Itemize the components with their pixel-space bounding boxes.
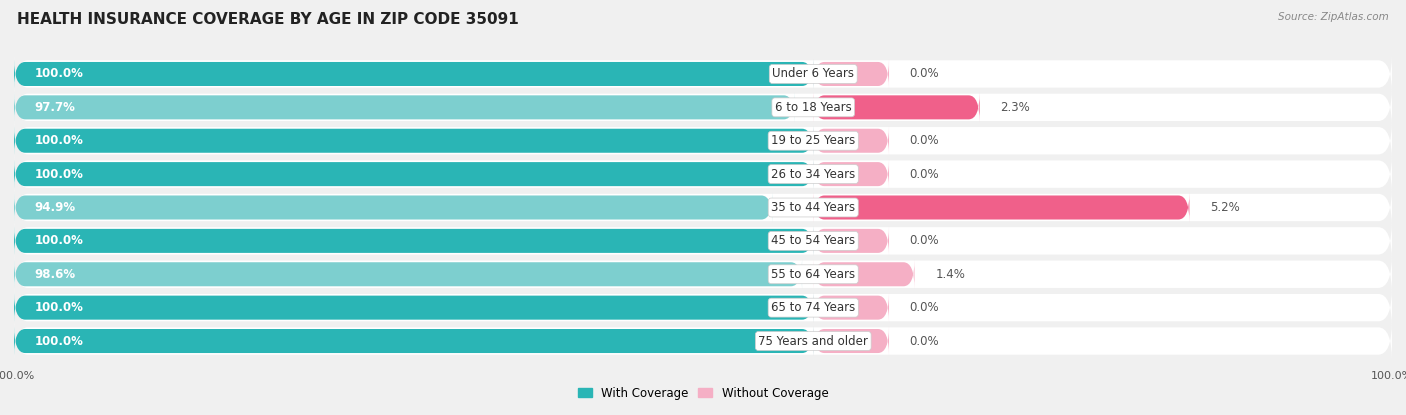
Text: 1.4%: 1.4%: [935, 268, 965, 281]
Text: 0.0%: 0.0%: [910, 134, 939, 147]
FancyBboxPatch shape: [14, 126, 813, 156]
Text: 100.0%: 100.0%: [35, 68, 83, 81]
Text: 0.0%: 0.0%: [910, 168, 939, 181]
FancyBboxPatch shape: [14, 54, 1392, 94]
Text: 100.0%: 100.0%: [35, 134, 83, 147]
Text: 0.0%: 0.0%: [910, 301, 939, 314]
FancyBboxPatch shape: [813, 59, 889, 89]
FancyBboxPatch shape: [14, 221, 1392, 261]
Text: 0.0%: 0.0%: [910, 234, 939, 247]
FancyBboxPatch shape: [14, 254, 1392, 294]
FancyBboxPatch shape: [14, 226, 813, 256]
FancyBboxPatch shape: [813, 293, 889, 322]
Text: 94.9%: 94.9%: [35, 201, 76, 214]
Text: 26 to 34 Years: 26 to 34 Years: [770, 168, 855, 181]
Text: 45 to 54 Years: 45 to 54 Years: [770, 234, 855, 247]
FancyBboxPatch shape: [813, 193, 1189, 222]
FancyBboxPatch shape: [14, 326, 813, 356]
Text: 19 to 25 Years: 19 to 25 Years: [770, 134, 855, 147]
FancyBboxPatch shape: [14, 293, 813, 322]
Text: 100.0%: 100.0%: [35, 334, 83, 347]
Text: 65 to 74 Years: 65 to 74 Years: [770, 301, 855, 314]
FancyBboxPatch shape: [14, 321, 1392, 361]
Text: HEALTH INSURANCE COVERAGE BY AGE IN ZIP CODE 35091: HEALTH INSURANCE COVERAGE BY AGE IN ZIP …: [17, 12, 519, 27]
Text: 100.0%: 100.0%: [35, 301, 83, 314]
Text: Under 6 Years: Under 6 Years: [772, 68, 855, 81]
FancyBboxPatch shape: [14, 193, 772, 222]
Text: 5.2%: 5.2%: [1211, 201, 1240, 214]
Text: 0.0%: 0.0%: [910, 68, 939, 81]
FancyBboxPatch shape: [813, 93, 980, 122]
Text: 97.7%: 97.7%: [35, 101, 76, 114]
Text: 35 to 44 Years: 35 to 44 Years: [770, 201, 855, 214]
FancyBboxPatch shape: [14, 59, 813, 89]
Legend: With Coverage, Without Coverage: With Coverage, Without Coverage: [572, 382, 834, 404]
Text: 0.0%: 0.0%: [910, 334, 939, 347]
FancyBboxPatch shape: [14, 188, 1392, 227]
FancyBboxPatch shape: [813, 259, 914, 289]
FancyBboxPatch shape: [813, 126, 889, 156]
FancyBboxPatch shape: [14, 121, 1392, 161]
FancyBboxPatch shape: [813, 226, 889, 256]
Text: 100.0%: 100.0%: [35, 168, 83, 181]
FancyBboxPatch shape: [813, 159, 889, 189]
FancyBboxPatch shape: [14, 288, 1392, 327]
FancyBboxPatch shape: [813, 326, 889, 356]
FancyBboxPatch shape: [14, 93, 794, 122]
Text: 55 to 64 Years: 55 to 64 Years: [770, 268, 855, 281]
Text: 75 Years and older: 75 Years and older: [758, 334, 868, 347]
FancyBboxPatch shape: [14, 159, 813, 189]
Text: 100.0%: 100.0%: [35, 234, 83, 247]
FancyBboxPatch shape: [14, 154, 1392, 194]
FancyBboxPatch shape: [14, 88, 1392, 127]
Text: 98.6%: 98.6%: [35, 268, 76, 281]
Text: 2.3%: 2.3%: [1000, 101, 1031, 114]
Text: Source: ZipAtlas.com: Source: ZipAtlas.com: [1278, 12, 1389, 22]
FancyBboxPatch shape: [14, 259, 801, 289]
Text: 6 to 18 Years: 6 to 18 Years: [775, 101, 852, 114]
